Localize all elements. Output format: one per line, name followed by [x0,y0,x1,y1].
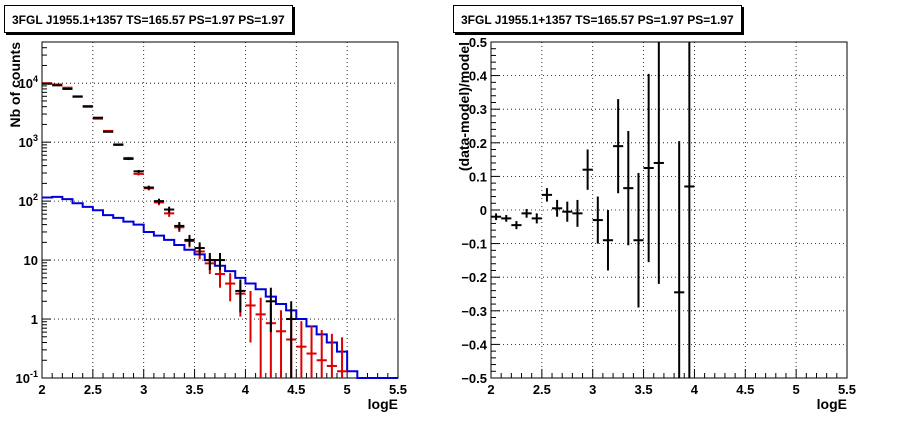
y-tick-label: −0.1 [461,237,487,252]
y-tick-label: 0 [480,203,487,218]
y-tick-label: 104 [19,74,38,91]
x-axis-label: logE [368,396,398,412]
model-point [62,86,73,89]
residual-point [592,196,603,244]
x-tick-label: 5.5 [838,382,856,397]
residual-point [572,199,583,227]
residual-point [511,221,522,230]
y-tick-label: 102 [19,192,38,209]
data-point [72,95,83,98]
residual-point [674,141,685,378]
residual-point [643,73,654,263]
data-point [113,143,124,146]
y-tick-label: 0.1 [469,169,487,184]
counts-panel: 2 2.5 3 3.5 4 4.5 5 5.5 104 103 102 10 1 10-1 logE Nb o… [0,0,449,421]
residual-point [582,149,593,190]
y-tick-label: 0.5 [469,35,487,50]
residuals-chart: 2 2.5 3 3.5 4 4.5 5 5.5 0.5 0.4 0.3 0.2 0.1 0 −0.1 −0.2… [456,35,856,412]
model-point [255,297,266,378]
residual-point [521,208,532,218]
data-point [82,105,93,108]
y-axis-label: (data-model)/model [456,42,472,171]
data-point [153,198,165,204]
data-point [164,206,175,213]
y-tick-label: 0.4 [469,69,488,84]
model-point [275,310,287,378]
model-point [316,330,327,378]
residual-point [684,42,695,378]
y-tick-label: −0.3 [461,304,487,319]
y-tick-label: −0.4 [461,337,487,352]
y-tick-label: 1 [31,312,38,327]
data-point [52,84,63,87]
residual-point [653,42,664,284]
counts-chart-title: 3FGL J1955.1+1357 TS=165.57 PS=1.97 PS=1… [4,5,293,33]
model-point [326,333,337,378]
residual-point [531,213,542,224]
y-tick-label: −0.2 [461,270,487,285]
x-tick-label: 3.5 [635,382,653,397]
data-point [123,157,134,161]
y-tick-label: 103 [19,133,38,150]
model-point [245,290,256,343]
model-point [225,273,236,302]
data-point [286,301,297,378]
x-tick-label: 4 [242,382,250,397]
plot-frame [490,41,848,379]
x-tick-label: 4.5 [287,382,305,397]
x-tick-label: 3 [140,382,147,397]
data-point [62,87,73,90]
model-point [133,172,144,176]
residual-point [602,210,614,271]
data-point [214,252,226,270]
residual-point [623,131,634,246]
x-tick-label: 2.5 [84,382,102,397]
y-tick-label: 0.2 [469,136,487,151]
residuals-panel: 2 2.5 3 3.5 4 4.5 5 5.5 0.5 0.4 0.3 0.2 0.1 0 −0.1 −0.2… [449,0,898,421]
residual-point [541,188,553,202]
x-tick-label: 5.5 [389,382,407,397]
y-tick-label: −0.5 [461,371,487,386]
y-tick-label: 0.3 [469,102,487,117]
data-point [194,242,205,256]
model-point [296,321,307,378]
model-point [306,325,317,378]
residual-point [633,173,644,308]
data-point [143,185,154,190]
x-tick-label: 3.5 [186,382,204,397]
data-point [92,116,104,119]
x-tick-label: 3 [589,382,596,397]
x-tick-label: 4 [691,382,699,397]
data-point [265,287,276,333]
residual-point [552,199,563,217]
x-tick-label: 2 [487,382,494,397]
x-tick-label: 4.5 [736,382,754,397]
residuals-chart-title: 3FGL J1955.1+1357 TS=165.57 PS=1.97 PS=1… [453,5,742,33]
data-point [174,222,185,231]
y-axis-label: Nb of counts [7,42,23,128]
residual-point [501,215,512,222]
x-tick-label: 2 [38,382,45,397]
residual-point [613,99,624,194]
data-point [184,234,195,247]
x-tick-label: 5 [344,382,351,397]
x-tick-label: 5 [793,382,800,397]
x-axis-label: logE [817,396,847,412]
data-point [235,279,246,313]
residual-point [491,213,502,221]
y-tick-label: 10 [24,253,38,268]
data-point [42,82,53,85]
data-point [103,130,114,133]
y-tick-label: 10-1 [16,369,38,386]
model-point [336,337,348,378]
residual-point [562,201,573,222]
data-point [133,169,144,173]
data-point [204,252,215,270]
x-tick-label: 2.5 [533,382,551,397]
